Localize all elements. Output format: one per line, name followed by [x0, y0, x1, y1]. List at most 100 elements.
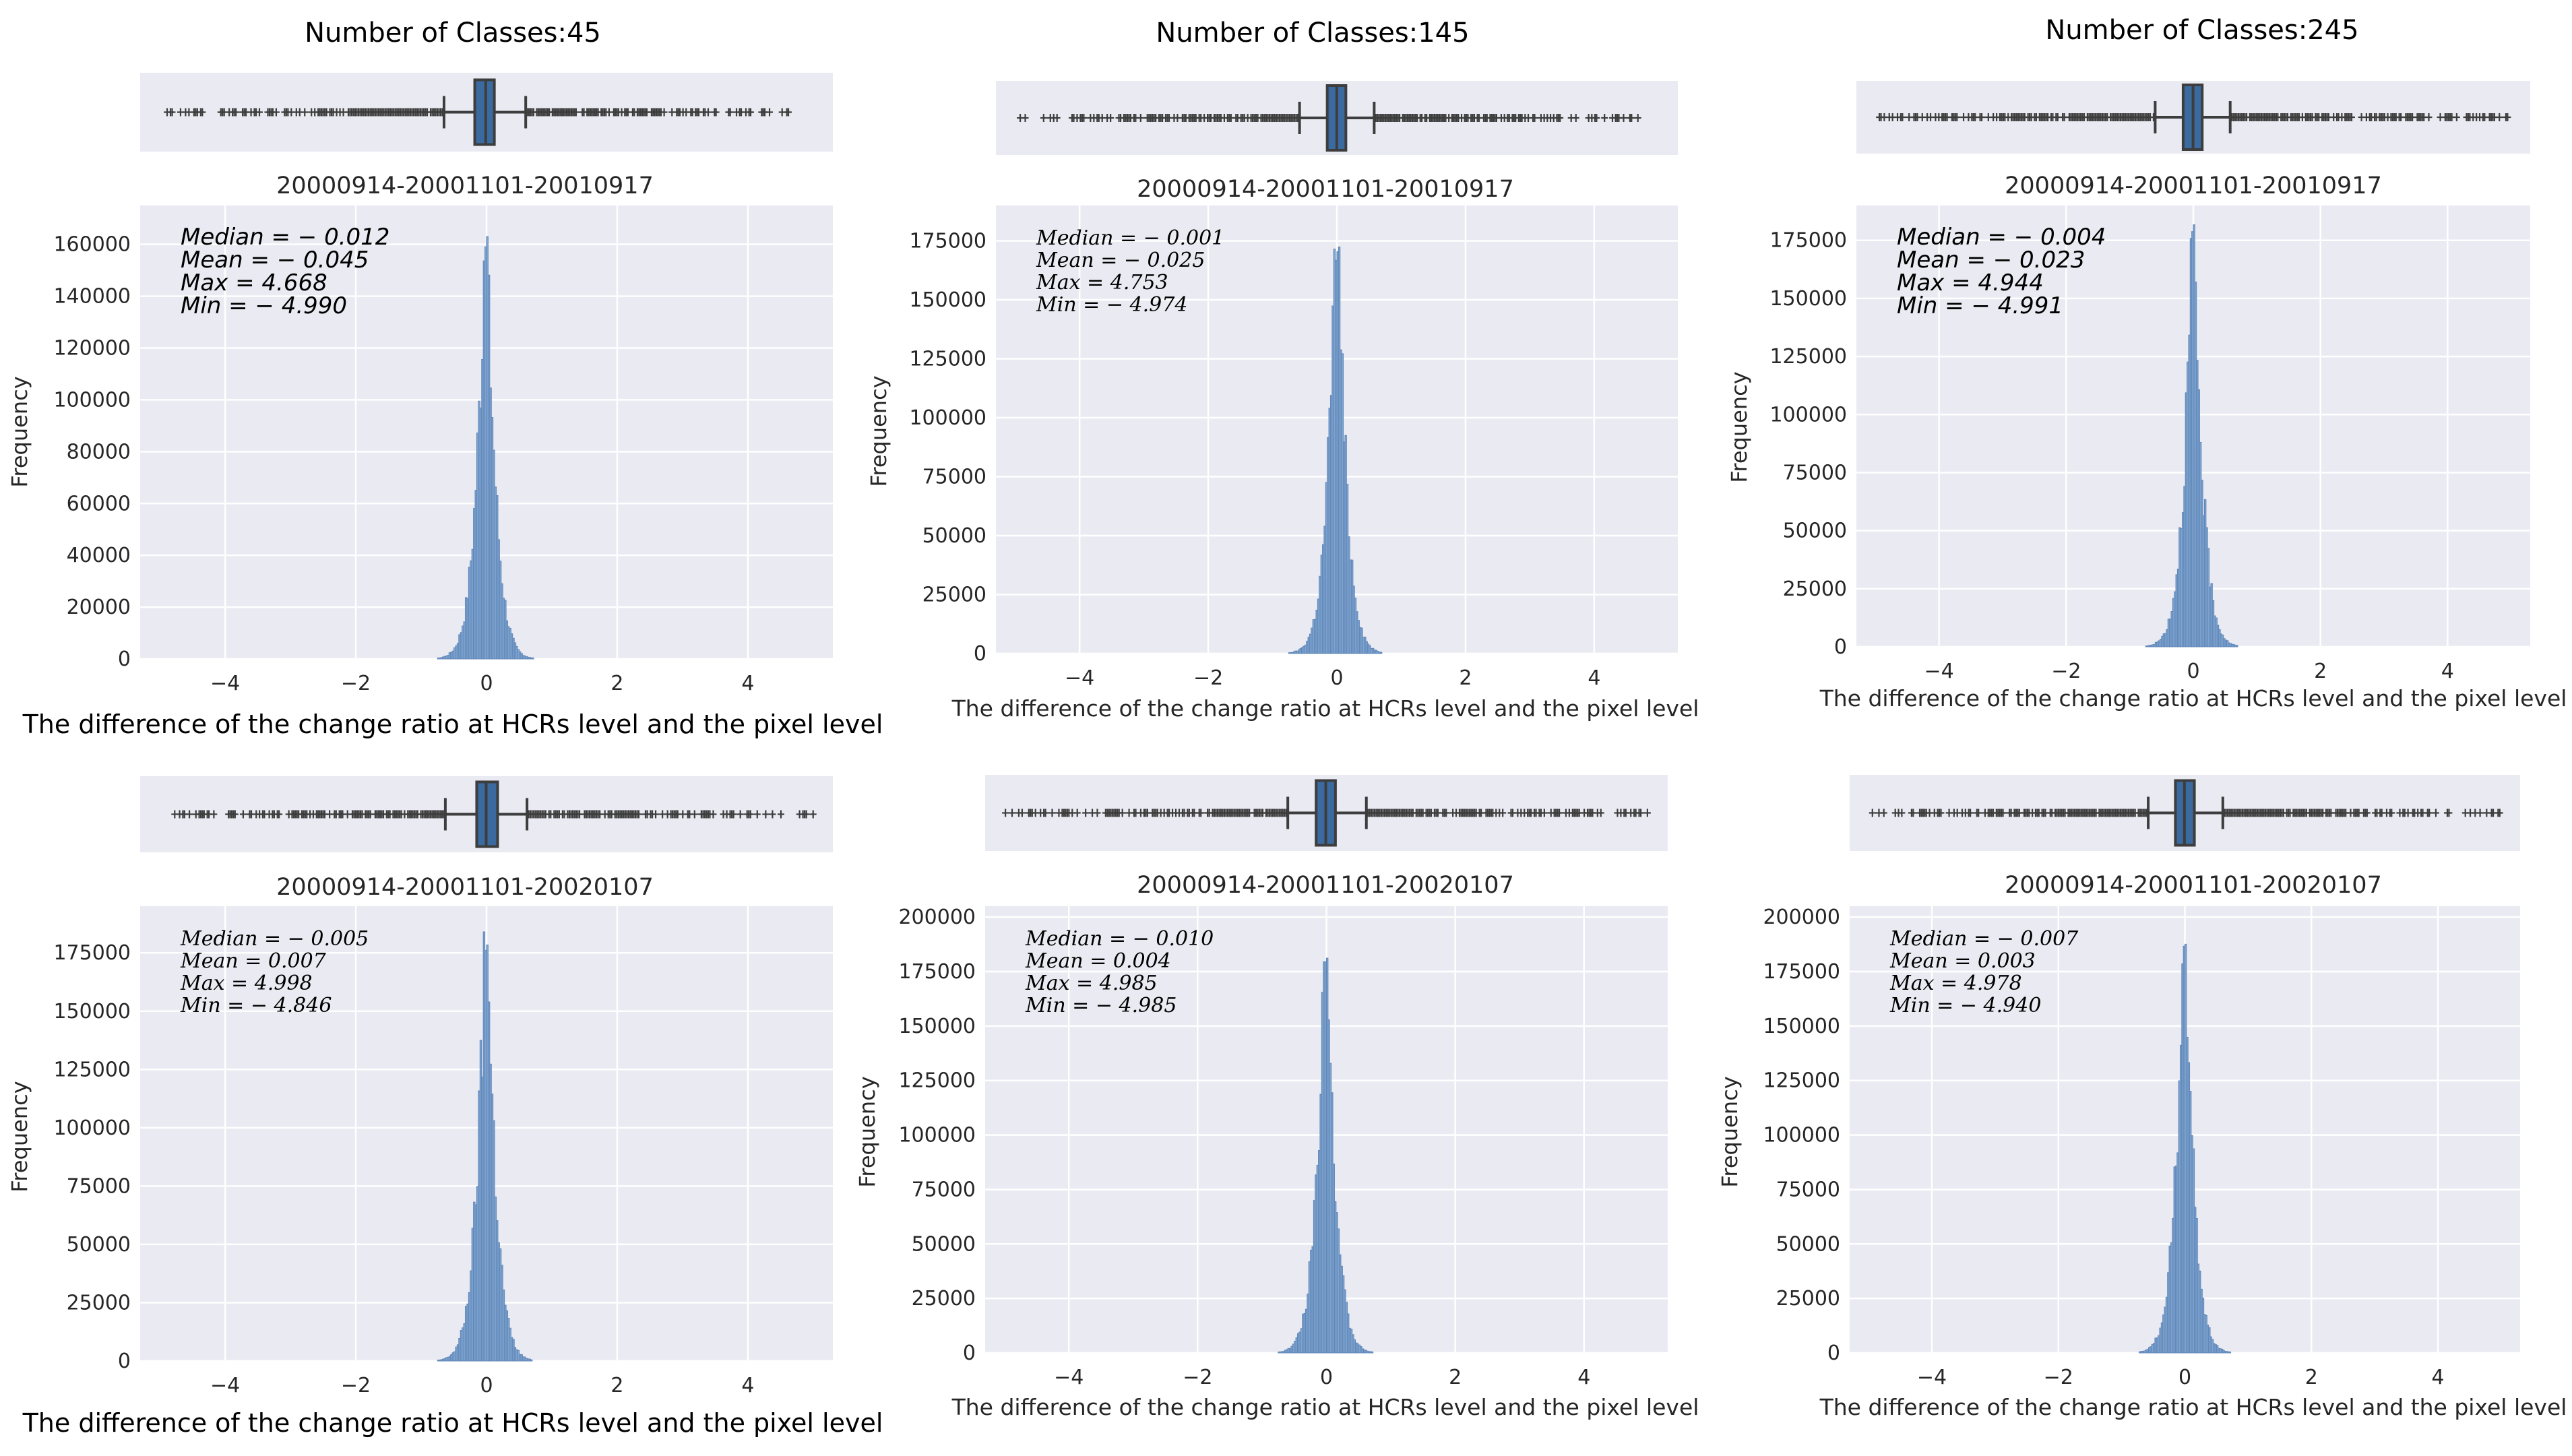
- y-tick-label: 75000: [912, 1178, 976, 1201]
- y-tick-label: 0: [118, 1350, 131, 1373]
- x-tick-label: 4: [1588, 666, 1600, 690]
- x-axis-label: The difference of the change ratio at HC…: [22, 709, 883, 739]
- outlier-markers: [1876, 113, 2511, 121]
- x-tick-label: −4: [210, 1374, 240, 1397]
- x-tick-label: −2: [341, 672, 371, 695]
- histogram-bars: [437, 236, 534, 660]
- outlier-markers: [164, 108, 792, 117]
- x-axis-label: The difference of the change ratio at HC…: [22, 1408, 883, 1438]
- stat-line: Median = − 0.012: [181, 224, 389, 251]
- x-tick-label: −2: [1183, 1366, 1212, 1389]
- y-tick-label: 0: [1834, 635, 1847, 659]
- y-tick-label: 140000: [53, 285, 131, 309]
- y-tick-label: 175000: [1763, 960, 1840, 984]
- stat-line: Max = 4.985: [1025, 972, 1158, 995]
- subplot-title: 20000914-20001101-20010917: [276, 172, 654, 199]
- x-tick-label: −4: [1065, 666, 1094, 690]
- histogram-bars: [2138, 943, 2232, 1354]
- x-tick-label: 0: [1330, 666, 1343, 690]
- y-tick-label: 150000: [1763, 1015, 1840, 1038]
- histogram-bar: [530, 1359, 533, 1362]
- y-tick-label: 75000: [922, 466, 986, 489]
- y-tick-label: 0: [1827, 1341, 1840, 1365]
- stat-line: Min = − 4.985: [1025, 994, 1177, 1017]
- y-tick-label: 160000: [53, 233, 131, 257]
- y-tick-label: 125000: [1769, 345, 1847, 369]
- x-tick-label: −4: [210, 672, 240, 695]
- histogram-bars: [2145, 224, 2238, 647]
- stat-line: Max = 4.753: [1036, 271, 1168, 294]
- column-title: Number of Classes:45: [305, 18, 601, 49]
- y-tick-label: 25000: [1776, 1287, 1840, 1310]
- y-axis-label: Frequency: [7, 376, 32, 487]
- x-tick-label: −2: [2051, 660, 2081, 683]
- y-axis-label: Frequency: [7, 1081, 32, 1192]
- histogram-bar: [1371, 1352, 1374, 1354]
- stat-line: Max = 4.978: [1889, 972, 2022, 995]
- histogram-bar: [1379, 652, 1383, 654]
- x-tick-label: −4: [1917, 1366, 1947, 1389]
- y-tick-label: 50000: [1776, 1232, 1840, 1256]
- boxplot: [985, 775, 1668, 851]
- histogram-bar: [532, 658, 534, 660]
- stat-line: Mean = 0.004: [1025, 949, 1171, 973]
- outlier-markers: [1869, 809, 2503, 817]
- y-tick-label: 150000: [53, 1000, 131, 1023]
- y-tick-label: 20000: [67, 596, 131, 619]
- histogram-bar: [2236, 645, 2238, 647]
- x-tick-label: 4: [1577, 1366, 1590, 1389]
- y-tick-label: 125000: [53, 1058, 131, 1081]
- stat-line: Min = − 4.940: [1889, 994, 2041, 1017]
- y-tick-label: 80000: [67, 440, 131, 464]
- x-axis-label: The difference of the change ratio at HC…: [1819, 1394, 2567, 1420]
- y-tick-label: 25000: [1783, 577, 1847, 601]
- y-tick-label: 100000: [53, 388, 131, 412]
- x-tick-label: −4: [1924, 660, 1954, 683]
- y-tick-label: 25000: [922, 583, 986, 607]
- y-tick-label: 175000: [53, 941, 131, 965]
- y-tick-label: 75000: [1783, 461, 1847, 484]
- subplot-title: 20000914-20001101-20020107: [1137, 872, 1514, 899]
- histogram-bars: [437, 931, 533, 1362]
- y-tick-label: 100000: [909, 406, 986, 430]
- y-tick-label: 100000: [1763, 1124, 1840, 1147]
- y-axis-label: Frequency: [1726, 371, 1752, 482]
- x-tick-label: 2: [2314, 660, 2327, 683]
- y-tick-label: 150000: [909, 288, 986, 312]
- boxplot: [1850, 775, 2520, 851]
- stat-line: Mean = 0.007: [180, 949, 327, 973]
- x-tick-label: 0: [1320, 1366, 1333, 1389]
- x-tick-label: 2: [610, 672, 623, 695]
- y-tick-label: 125000: [898, 1069, 976, 1093]
- subplot-title: 20000914-20001101-20010917: [2005, 172, 2382, 199]
- outlier-markers: [171, 810, 817, 819]
- stat-line: Min = − 4.846: [180, 994, 332, 1017]
- y-tick-label: 100000: [53, 1116, 131, 1140]
- boxplot: [996, 81, 1678, 155]
- y-tick-label: 150000: [1769, 287, 1847, 311]
- y-axis-label: Frequency: [854, 1076, 880, 1187]
- y-tick-label: 125000: [1763, 1069, 1840, 1093]
- subplot-title: 20000914-20001101-20020107: [276, 874, 654, 901]
- y-axis-label: Frequency: [866, 375, 891, 486]
- stat-line: Mean = − 0.025: [1036, 249, 1205, 272]
- x-axis-label: The difference of the change ratio at HC…: [951, 1394, 1699, 1420]
- subplot-title: 20000914-20001101-20020107: [2005, 872, 2382, 899]
- y-tick-label: 75000: [1776, 1178, 1840, 1201]
- y-tick-label: 175000: [898, 960, 976, 984]
- stat-line: Mean = 0.003: [1889, 949, 2036, 973]
- histogram-panel-3: Number of Classes:245 20000914-20001101-2…: [1726, 15, 2567, 711]
- x-tick-label: 0: [2187, 660, 2199, 683]
- y-tick-label: 75000: [67, 1174, 131, 1198]
- histogram-panel-2: Number of Classes:145 20000914-20001101-2…: [866, 18, 1699, 722]
- x-tick-label: 2: [610, 1374, 623, 1397]
- x-tick-label: 4: [741, 1374, 754, 1397]
- stat-line: Mean = − 0.045: [181, 247, 369, 274]
- stat-line: Max = 4.944: [1897, 270, 2044, 296]
- y-tick-label: 120000: [53, 337, 131, 360]
- x-tick-label: −2: [341, 1374, 371, 1397]
- y-tick-label: 40000: [67, 544, 131, 567]
- histogram-panel-6: 20000914-20001101-20020107 0 25000 50000 750…: [1717, 775, 2567, 1420]
- histogram-panel-4: 20000914-20001101-20020107 0 25000 50000 750…: [7, 776, 883, 1438]
